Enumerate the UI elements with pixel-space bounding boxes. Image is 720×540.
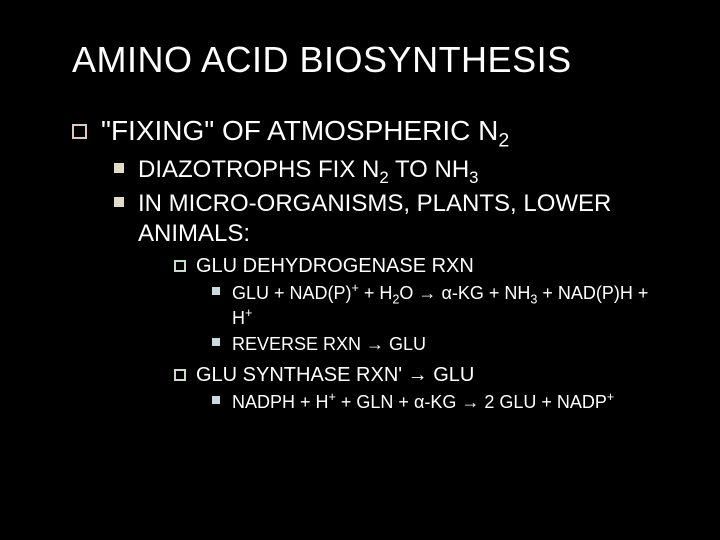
subscript: 2 <box>498 130 509 152</box>
text-fragment: GLU + NAD(P) <box>232 283 352 303</box>
level3-text: GLU DEHYDROGENASE RXN <box>196 253 672 279</box>
bullet-level4: REVERSE RXN → GLU <box>212 332 672 356</box>
text-fragment: α <box>441 283 451 303</box>
level2-text: IN MICRO-ORGANISMS, PLANTS, LOWER ANIMAL… <box>138 189 672 249</box>
text-fragment: α <box>414 392 424 412</box>
slide: AMINO ACID BIOSYNTHESIS "FIXING" OF ATMO… <box>0 0 720 540</box>
level1-text: "FIXING" OF ATMOSPHERIC N2 <box>101 115 672 147</box>
square-filled-icon <box>212 287 220 295</box>
text-fragment: TO NH <box>389 156 469 183</box>
text-fragment: DIAZOTROPHS FIX N <box>138 156 379 183</box>
text-fragment: O → <box>399 283 441 303</box>
square-filled-icon <box>212 338 220 346</box>
level4-text: GLU + NAD(P)+ + H2O → α-KG + NH3 + NAD(P… <box>232 281 672 330</box>
text-fragment: NADPH + H <box>232 392 329 412</box>
subscript: 2 <box>379 168 388 187</box>
level4-text: NADPH + H+ + GLN + α-KG → 2 GLU + NADP+ <box>232 390 672 414</box>
square-hollow-icon <box>174 369 186 381</box>
level3-text: GLU SYNTHASE RXN' → GLU <box>196 362 672 388</box>
superscript: + <box>607 390 614 404</box>
bullet-level3: GLU SYNTHASE RXN' → GLU <box>174 362 672 388</box>
text-fragment: + GLN + <box>336 392 414 412</box>
bullet-level4: NADPH + H+ + GLN + α-KG → 2 GLU + NADP+ <box>212 390 672 414</box>
superscript: + <box>245 306 252 320</box>
square-filled-icon <box>114 163 124 173</box>
bullet-level1: "FIXING" OF ATMOSPHERIC N2 <box>72 115 672 147</box>
bullet-level3: GLU DEHYDROGENASE RXN <box>174 253 672 279</box>
bullet-level4: GLU + NAD(P)+ + H2O → α-KG + NH3 + NAD(P… <box>212 281 672 330</box>
bullet-level2: DIAZOTROPHS FIX N2 TO NH3 <box>114 155 672 185</box>
level2-text: DIAZOTROPHS FIX N2 TO NH3 <box>138 155 672 185</box>
text-fragment: -KG → 2 GLU + NADP <box>424 392 607 412</box>
subscript: 3 <box>469 168 478 187</box>
level4-text: REVERSE RXN → GLU <box>232 332 672 356</box>
superscript: + <box>329 390 336 404</box>
text-fragment: "FIXING" OF ATMOSPHERIC N <box>101 115 498 146</box>
square-filled-icon <box>114 197 124 207</box>
text-fragment: + H <box>359 283 393 303</box>
text-fragment: -KG + NH <box>452 283 531 303</box>
superscript: + <box>352 281 359 295</box>
square-hollow-icon <box>72 124 87 139</box>
bullet-level2: IN MICRO-ORGANISMS, PLANTS, LOWER ANIMAL… <box>114 189 672 249</box>
slide-title: AMINO ACID BIOSYNTHESIS <box>72 38 672 81</box>
square-hollow-icon <box>174 260 186 272</box>
square-filled-icon <box>212 396 220 404</box>
